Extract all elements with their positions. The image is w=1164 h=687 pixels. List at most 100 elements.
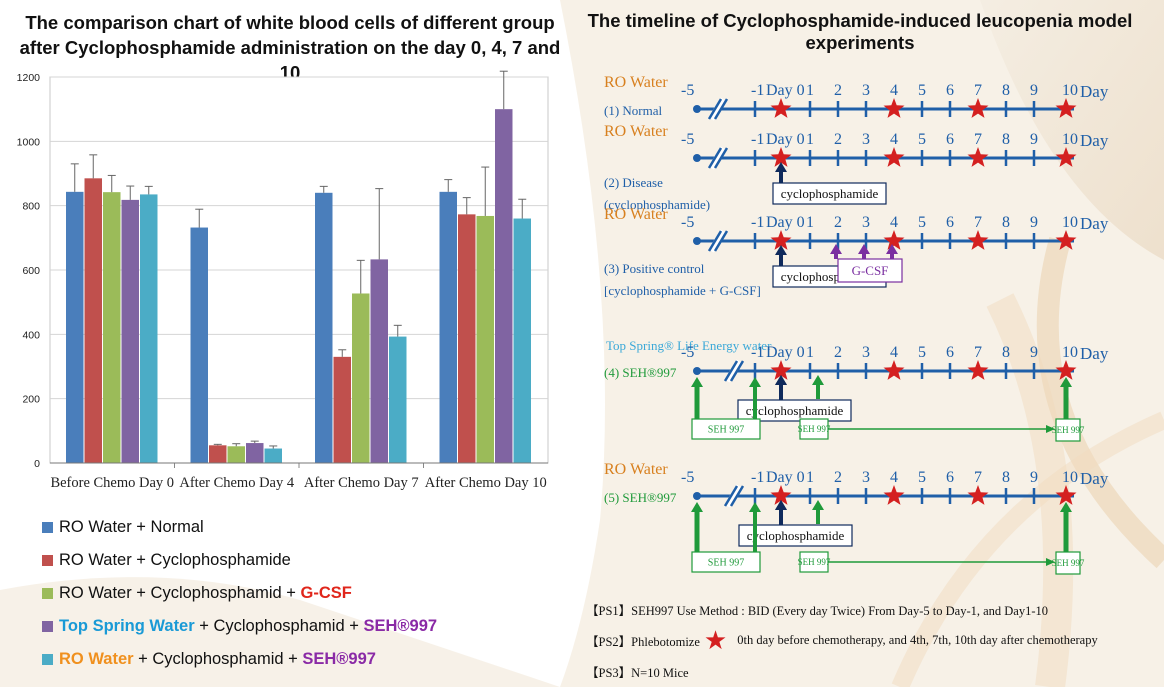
star-icon — [884, 360, 905, 380]
tick-label: 4 — [890, 214, 898, 231]
tick-label: -5 — [681, 214, 694, 231]
timeline-start-dot — [693, 367, 701, 375]
tick-label: 6 — [946, 214, 954, 231]
tick-label: 2 — [834, 214, 842, 231]
star-icon — [1056, 230, 1077, 250]
legend-item: RO Water + Normal — [42, 511, 437, 544]
legend-text: RO Water + Cyclophosphamid + — [59, 584, 301, 603]
cyclophosphamide-box-label: cyclophosphamide — [747, 528, 845, 543]
row-header: RO Water — [604, 74, 668, 91]
tick-label: 9 — [1030, 469, 1038, 486]
tick-label: -5 — [681, 131, 694, 148]
chart-legend: RO Water + Normal RO Water + Cyclophospha… — [42, 511, 437, 676]
row-header: RO Water — [604, 461, 668, 478]
tick-label: 6 — [946, 344, 954, 361]
tick-label: 4 — [890, 131, 898, 148]
day0-label: Day 0 — [766, 131, 805, 148]
tick-label: -5 — [681, 469, 694, 486]
tick-label: 1 — [806, 469, 814, 486]
tick-label: 7 — [974, 214, 982, 231]
day0-label: Day 0 — [766, 82, 805, 99]
tick-label: 8 — [1002, 82, 1010, 99]
tick-label: 8 — [1002, 469, 1010, 486]
y-tick-label: 400 — [22, 329, 40, 341]
seh-arrow-head — [749, 502, 761, 512]
star-icon — [968, 230, 989, 250]
tick-label: 9 — [1030, 82, 1038, 99]
x-tick-label: After Chemo Day 4 — [179, 475, 295, 491]
legend-swatch — [42, 588, 53, 599]
seh-box-label: SEH 997 — [1052, 558, 1085, 568]
legend-swatch — [42, 555, 53, 566]
note-ps2: 【PS2】Phlebotomize ★ 0th day before chemo… — [586, 625, 1098, 656]
row-label: (5) SEH®997 — [604, 490, 677, 505]
bar — [228, 446, 246, 463]
bar — [334, 357, 352, 463]
tick-label: 9 — [1030, 214, 1038, 231]
tick-label: 2 — [834, 344, 842, 361]
y-tick-label: 0 — [34, 458, 40, 470]
legend-text: Top Spring Water — [59, 617, 195, 636]
tick-label: 3 — [862, 214, 870, 231]
gcsf-arrow-head — [830, 244, 842, 254]
tick-label: 1 — [806, 344, 814, 361]
tick-label: 8 — [1002, 344, 1010, 361]
tick-label: 5 — [918, 82, 926, 99]
legend-text: SEH®997 — [363, 617, 437, 636]
legend-swatch — [42, 654, 53, 665]
tick-label: 6 — [946, 131, 954, 148]
y-tick-label: 800 — [22, 201, 40, 213]
tick-label: 3 — [862, 469, 870, 486]
bar — [514, 219, 532, 463]
tick-label: 4 — [890, 82, 898, 99]
day-label: Day — [1080, 214, 1109, 233]
tick-label: 2 — [834, 82, 842, 99]
row-label: (1) Normal — [604, 103, 663, 118]
star-icon — [968, 485, 989, 505]
day-label: Day — [1080, 131, 1109, 150]
cyclophosphamide-box-label: cyclophosphamide — [746, 403, 844, 418]
tick-label: 2 — [834, 131, 842, 148]
bar — [352, 293, 370, 463]
legend-swatch — [42, 522, 53, 533]
notes: 【PS1】SEH997 Use Method : BID (Every day … — [586, 594, 1098, 687]
timeline-start-dot — [693, 105, 701, 113]
cyclophosphamide-box-label: cyclophosphamide — [781, 186, 879, 201]
row-label: (3) Positive control — [604, 261, 705, 276]
tick-label: -5 — [681, 344, 694, 361]
bar — [191, 228, 209, 463]
star-icon — [771, 98, 792, 118]
seh-box-label: SEH 997 — [708, 558, 744, 569]
timeline-diagram: RO Water(1) Normal-5 -1 1 2 3 4 5 6 7 8 9 10Day 0 Da… — [585, 60, 1164, 590]
bar — [495, 109, 513, 463]
bar — [477, 216, 495, 463]
bar — [85, 178, 103, 463]
tick-label: -1 — [751, 131, 764, 148]
bar — [315, 193, 333, 463]
tick-label: 7 — [974, 469, 982, 486]
y-tick-label: 1000 — [17, 136, 41, 148]
tick-label: 2 — [834, 469, 842, 486]
row-header: RO Water — [604, 206, 668, 223]
star-icon — [884, 230, 905, 250]
legend-text: SEH®997 — [302, 650, 376, 669]
gcsf-box-label: G-CSF — [852, 263, 889, 278]
bar-chart: 0 200 400 600 800 1000 1200 Before Chemo Day 0 A… — [0, 60, 570, 500]
tick-label: 8 — [1002, 131, 1010, 148]
seh-box-label: SEH 997 — [708, 425, 744, 436]
tick-label: -1 — [751, 469, 764, 486]
row-label: (4) SEH®997 — [604, 365, 677, 380]
tick-label: 1 — [806, 82, 814, 99]
bar — [265, 449, 283, 463]
tick-label: -1 — [751, 214, 764, 231]
gcsf-arrow-head — [858, 244, 870, 254]
legend-item: RO Water + Cyclophosphamid + SEH®997 — [42, 643, 437, 676]
tick-label: 9 — [1030, 344, 1038, 361]
y-tick-label: 200 — [22, 394, 40, 406]
bar — [122, 200, 140, 463]
star-icon — [884, 147, 905, 167]
tick-label: 5 — [918, 214, 926, 231]
seh-box-label: SEH 997 — [1052, 425, 1085, 435]
timeline-start-dot — [693, 154, 701, 162]
timeline-title: The timeline of Cyclophosphamide-induced… — [575, 10, 1145, 54]
